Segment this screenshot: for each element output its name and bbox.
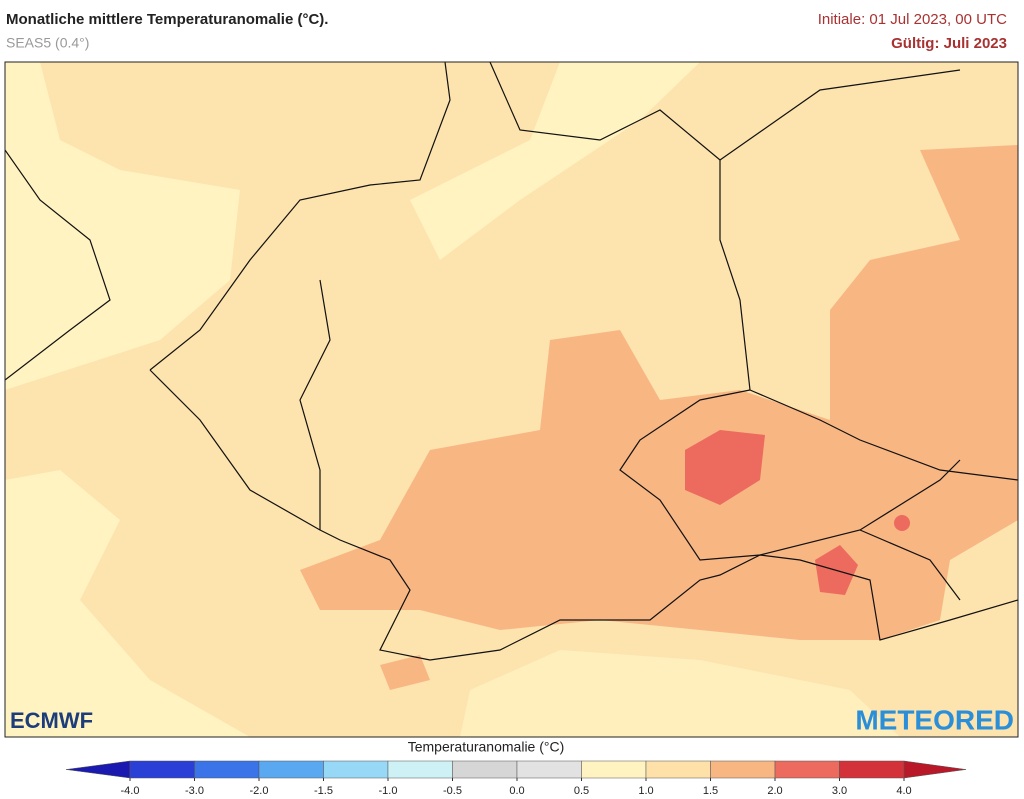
valid-date: Gültig: Juli 2023 (891, 35, 1007, 52)
legend-tick-label: -1.5 (314, 785, 333, 797)
legend-swatch (452, 760, 518, 779)
border-line (149, 369, 1018, 661)
legend-tick-label: 3.0 (832, 785, 847, 797)
legend-tick-label: 1.0 (638, 785, 653, 797)
legend-tick-label: 1.5 (703, 785, 718, 797)
legend-arrow-low (65, 760, 131, 779)
legend-tick-label: 0.0 (509, 785, 524, 797)
anomaly-area (380, 655, 430, 690)
legend-swatch (710, 760, 776, 779)
legend-swatch (258, 760, 324, 779)
legend-swatch (839, 760, 905, 779)
anomaly-area (410, 62, 700, 260)
legend-swatch (129, 760, 195, 779)
legend-swatch (387, 760, 453, 779)
legend-tick-label: -0.5 (443, 785, 462, 797)
anomaly-area (894, 515, 910, 531)
initial-date: Initiale: 01 Jul 2023, 00 UTC (818, 11, 1007, 28)
anomaly-area (5, 470, 250, 737)
legend-arrow-high (903, 760, 967, 779)
legend-swatch (774, 760, 840, 779)
legend-tick-label: -1.0 (379, 785, 398, 797)
legend-swatch (194, 760, 260, 779)
ecmwf-logo: ECMWF (10, 708, 93, 733)
legend-swatch (323, 760, 389, 779)
legend-tick-label: -3.0 (185, 785, 204, 797)
legend-tick-label: -2.0 (250, 785, 269, 797)
legend-tick-label: 0.5 (574, 785, 589, 797)
title: Monatliche mittlere Temperaturanomalie (… (6, 11, 328, 28)
anomaly-area (685, 430, 765, 505)
border-line (749, 389, 1018, 481)
coastline (489, 62, 961, 161)
legend-tick-label: 2.0 (767, 785, 782, 797)
border-line (859, 529, 961, 601)
map-frame (4, 61, 1019, 738)
map: ECMWF METEORED (4, 61, 1019, 738)
legend-tick-label: 4.0 (896, 785, 911, 797)
legend-tick-label: -4.0 (121, 785, 140, 797)
anomaly-area (300, 145, 1018, 640)
legend: Temperaturanomalie (°C) -4.0 -3.0 -2.0 -1.5… (65, 739, 967, 797)
border-line (299, 279, 331, 530)
subtitle: SEAS5 (0.4°) (6, 35, 89, 51)
coastline (149, 62, 451, 371)
legend-title: Temperaturanomalie (°C) (408, 739, 565, 755)
meteored-logo: METEORED (855, 704, 1014, 735)
anomaly-area (5, 62, 240, 390)
legend-swatch (581, 760, 647, 779)
alps-relief (460, 650, 900, 737)
legend-swatch (645, 760, 711, 779)
legend-swatch (516, 760, 582, 779)
coastline (5, 149, 111, 381)
